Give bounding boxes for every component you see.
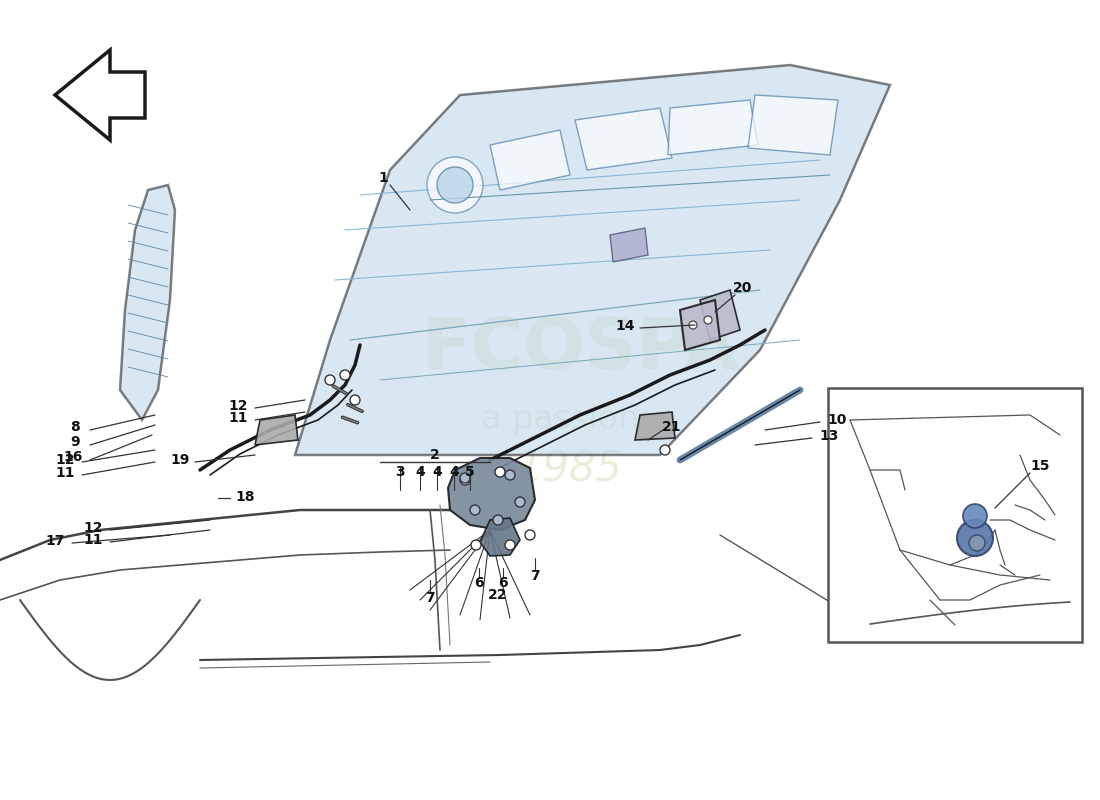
Polygon shape: [295, 65, 890, 455]
Text: 12: 12: [55, 453, 75, 467]
Text: 8: 8: [70, 420, 80, 434]
Text: 7: 7: [426, 591, 434, 605]
Circle shape: [495, 467, 505, 477]
Text: 5: 5: [465, 465, 475, 479]
Circle shape: [471, 540, 481, 550]
Text: 4: 4: [432, 465, 442, 479]
Polygon shape: [575, 108, 672, 170]
Circle shape: [957, 520, 993, 556]
Text: 11: 11: [229, 411, 248, 425]
Polygon shape: [610, 228, 648, 262]
Polygon shape: [680, 300, 720, 350]
Text: 12: 12: [84, 521, 102, 535]
Circle shape: [962, 504, 987, 528]
Circle shape: [505, 470, 515, 480]
Text: 22: 22: [488, 588, 508, 602]
Text: 17: 17: [45, 534, 65, 548]
Text: 3: 3: [395, 465, 405, 479]
Text: 21: 21: [662, 420, 682, 434]
Text: 2: 2: [430, 448, 440, 462]
Circle shape: [493, 515, 503, 525]
Text: FCOSPA: FCOSPA: [421, 315, 739, 385]
Polygon shape: [635, 412, 675, 440]
Text: 20: 20: [734, 281, 752, 295]
Circle shape: [460, 475, 470, 485]
Polygon shape: [448, 458, 535, 530]
Circle shape: [525, 530, 535, 540]
Text: 19: 19: [170, 453, 189, 467]
Text: 1: 1: [378, 171, 388, 185]
Circle shape: [340, 370, 350, 380]
Polygon shape: [700, 290, 740, 340]
Circle shape: [704, 316, 712, 324]
Text: 6: 6: [498, 576, 508, 590]
Polygon shape: [120, 185, 175, 420]
Polygon shape: [748, 95, 838, 155]
Text: 11: 11: [84, 533, 102, 547]
Text: 1985: 1985: [517, 449, 623, 491]
Polygon shape: [668, 100, 758, 155]
Text: 14: 14: [615, 319, 635, 333]
Text: 10: 10: [827, 413, 847, 427]
Text: 12: 12: [229, 399, 248, 413]
Circle shape: [969, 535, 984, 551]
Circle shape: [660, 445, 670, 455]
Circle shape: [437, 167, 473, 203]
FancyBboxPatch shape: [828, 388, 1082, 642]
Polygon shape: [255, 415, 298, 445]
Text: 15: 15: [1031, 459, 1049, 473]
Circle shape: [350, 395, 360, 405]
Text: 13: 13: [820, 429, 838, 443]
Circle shape: [460, 473, 470, 483]
Text: 6: 6: [474, 576, 484, 590]
Text: 4: 4: [415, 465, 425, 479]
Text: 16: 16: [64, 450, 82, 464]
Circle shape: [324, 375, 336, 385]
Text: 11: 11: [55, 466, 75, 480]
Text: 18: 18: [235, 490, 255, 504]
Text: 9: 9: [70, 435, 80, 449]
Polygon shape: [480, 518, 520, 556]
Text: 4: 4: [449, 465, 459, 479]
Polygon shape: [55, 50, 145, 140]
Polygon shape: [490, 130, 570, 190]
Text: 7: 7: [530, 569, 540, 583]
Circle shape: [470, 505, 480, 515]
Text: a passion: a passion: [481, 403, 639, 437]
Circle shape: [515, 497, 525, 507]
Circle shape: [505, 540, 515, 550]
Circle shape: [427, 157, 483, 213]
Circle shape: [689, 321, 697, 329]
